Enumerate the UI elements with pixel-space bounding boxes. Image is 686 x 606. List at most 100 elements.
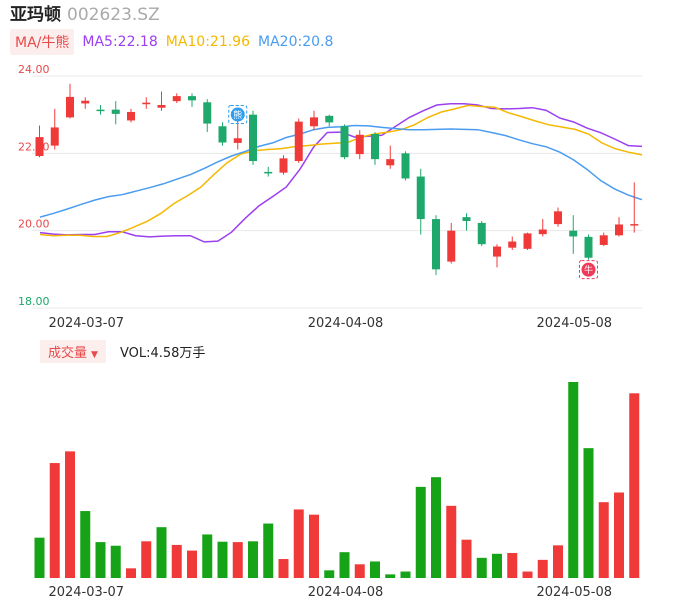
signal-markers: 熊牛 (228, 105, 598, 280)
candle-body (249, 114, 257, 162)
stock-title: 亚玛顿 002623.SZ (10, 4, 160, 26)
volume-legend: 成交量 ▼ VOL:4.58万手 (40, 339, 206, 363)
candle-body (279, 158, 288, 173)
volume-bar (126, 568, 136, 578)
volume-bar (400, 571, 411, 578)
volume-bar (248, 541, 258, 578)
marker-label: 熊 (233, 109, 242, 121)
volume-bar (614, 492, 624, 578)
volume-bar (553, 545, 563, 578)
volume-bar (49, 463, 60, 578)
ma-lines (39, 103, 643, 243)
candle-body (493, 246, 501, 257)
ma-indicator-button[interactable]: MA/牛熊 (10, 29, 75, 55)
volume-bar (339, 552, 350, 578)
candle-body (81, 100, 90, 104)
candle-body (569, 230, 578, 237)
x-tick-label: 2024-05-08 (536, 585, 612, 600)
volume-bar (598, 502, 609, 578)
candle-body (218, 126, 227, 143)
volume-bar (141, 541, 152, 578)
volume-bars (34, 382, 640, 578)
candle-body (432, 219, 440, 270)
price-date-axis: 2024-03-07 2024-04-08 2024-05-08 (48, 316, 612, 331)
candle-body (554, 211, 562, 225)
candle-body (355, 134, 364, 155)
volume-bar (232, 542, 243, 578)
ma5-legend: MA5:22.18 (82, 34, 158, 50)
candle-body (462, 217, 471, 221)
volume-indicator-button[interactable]: 成交量 ▼ (40, 339, 106, 363)
candle-body (50, 127, 59, 146)
candle-body (371, 134, 379, 160)
x-tick-label: 2024-04-08 (308, 585, 384, 600)
candle-body (325, 115, 334, 123)
candle-body (477, 222, 486, 245)
candle-body (157, 105, 166, 108)
y-tick-label: 18.00 (18, 295, 50, 308)
candle-body (340, 126, 349, 158)
price-grid (32, 75, 642, 309)
candlestick-series (35, 83, 639, 276)
candle-body (142, 102, 151, 105)
candle-body (310, 117, 318, 127)
volume-bar (293, 509, 304, 578)
candle-body (96, 109, 105, 112)
volume-bar (110, 545, 121, 578)
volume-bar (476, 557, 487, 578)
volume-bar (263, 523, 274, 578)
volume-date-axis: 2024-03-07 2024-04-08 2024-05-08 (48, 585, 612, 600)
candle-body (188, 96, 196, 101)
candle-body (630, 224, 639, 226)
marker-label: 牛 (584, 264, 593, 276)
marker-badge (230, 107, 245, 122)
candle-body (233, 138, 242, 143)
volume-bar (522, 571, 533, 578)
volume-bar (324, 570, 335, 578)
candle-body (599, 235, 608, 245)
marker-frame (228, 105, 248, 125)
volume-bar (354, 564, 365, 578)
bear-icon: 熊 (228, 105, 248, 125)
volume-bar (171, 544, 182, 578)
stock-name: 亚玛顿 (10, 5, 61, 25)
volume-bar (65, 451, 75, 578)
volume-bar (507, 552, 518, 578)
candle-body (538, 229, 547, 235)
candle-body (203, 102, 212, 124)
volume-value: VOL:4.58万手 (119, 345, 206, 361)
volume-bar (431, 477, 441, 578)
candle-body (66, 96, 74, 118)
stock-code: 002623.SZ (67, 5, 160, 25)
x-tick-label: 2024-05-08 (536, 316, 612, 331)
ma10-legend: MA10:21.96 (165, 34, 251, 50)
y-tick-label: 22.00 (18, 140, 50, 153)
candle-body (584, 236, 593, 258)
candle-body (111, 109, 120, 114)
volume-bar (187, 550, 197, 578)
volume-bar (95, 542, 106, 578)
ma20-legend: MA20:20.8 (258, 34, 334, 50)
volume-bar (461, 539, 472, 578)
candle-body (508, 241, 517, 248)
x-tick-label: 2024-03-07 (48, 585, 124, 600)
volume-bar (537, 559, 548, 578)
volume-bar (583, 448, 594, 578)
volume-bar (446, 505, 457, 578)
ma-legend: MA/牛熊 MA5:22.18 MA10:21.96 MA20:20.8 (10, 29, 334, 55)
volume-bar (370, 561, 380, 578)
candle-body (386, 159, 395, 166)
volume-bar (568, 382, 579, 578)
marker-frame (579, 260, 598, 280)
candle-body (127, 111, 135, 121)
ma10-line (39, 104, 643, 238)
candle-body (35, 137, 44, 157)
volume-bar (156, 527, 167, 578)
x-tick-label: 2024-04-08 (308, 316, 384, 331)
candle-body (294, 121, 303, 162)
candle-body (416, 176, 425, 220)
volume-bar (415, 486, 426, 578)
x-tick-label: 2024-03-07 (48, 316, 124, 331)
marker-badge (581, 262, 596, 277)
